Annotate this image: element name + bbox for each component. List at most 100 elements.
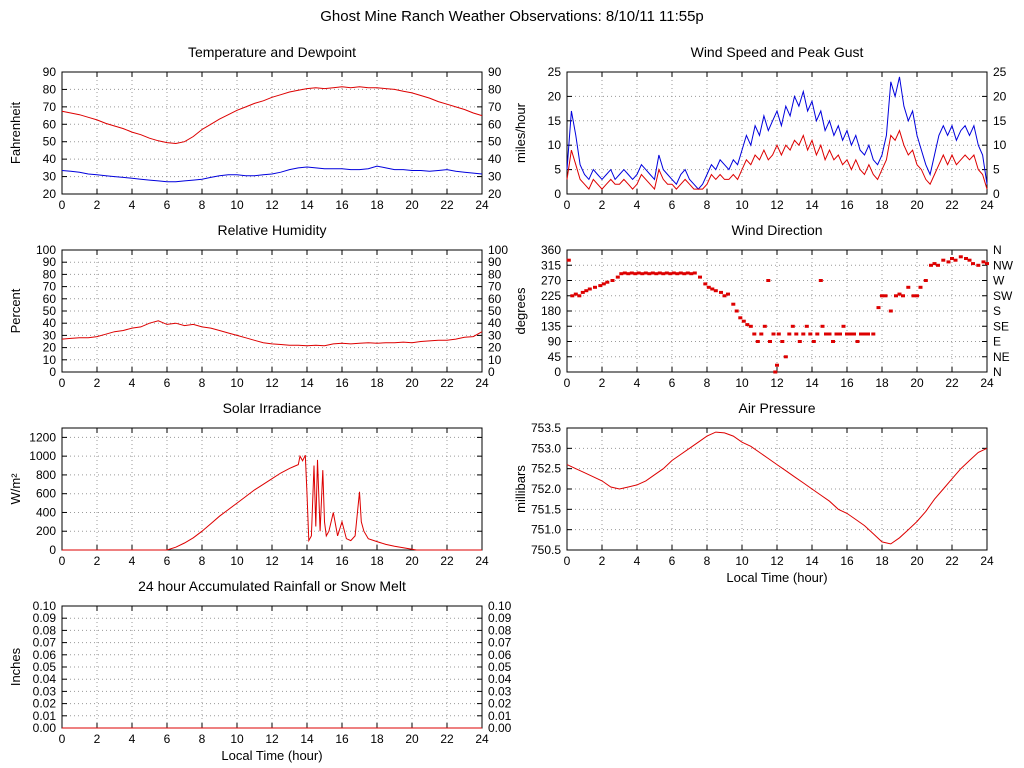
y-tick-label: 800 (36, 468, 56, 482)
x-tick-label: 18 (370, 198, 384, 212)
x-tick-label: 4 (634, 554, 641, 568)
x-tick-label: 0 (564, 376, 571, 390)
y2-tick-label: 90 (488, 65, 502, 79)
x-tick-label: 14 (805, 554, 819, 568)
y-tick-label: 0.04 (33, 672, 57, 686)
y-tick-label: 20 (548, 89, 562, 103)
y2-tick-label: 15 (993, 114, 1007, 128)
y2-tick-label: SW (993, 289, 1013, 303)
y-tick-label: 70 (43, 280, 57, 294)
x-tick-label: 14 (300, 554, 314, 568)
x-tick-label: 8 (199, 376, 206, 390)
chart-title: Relative Humidity (218, 222, 327, 238)
y-tick-label: 40 (43, 152, 57, 166)
x-tick-label: 10 (735, 376, 749, 390)
y2-tick-label: S (993, 304, 1001, 318)
y2-tick-label: 80 (488, 267, 502, 281)
y-tick-label: 0.08 (33, 623, 57, 637)
y-tick-label: 135 (541, 319, 561, 333)
x-tick-label: 8 (704, 376, 711, 390)
x-tick-label: 20 (405, 554, 419, 568)
y2-tick-label: 5 (993, 163, 1000, 177)
y-tick-label: 0 (49, 365, 56, 379)
x-tick-label: 10 (735, 198, 749, 212)
x-tick-label: 24 (980, 198, 994, 212)
x-tick-label: 22 (440, 554, 454, 568)
x-tick-label: 2 (94, 554, 101, 568)
x-tick-label: 12 (265, 732, 279, 746)
y2-tick-label: 0.02 (488, 697, 512, 711)
y-tick-label: 0.06 (33, 648, 57, 662)
y2-tick-label: 0.10 (488, 599, 512, 613)
y-axis-label: millibars (513, 465, 528, 513)
x-tick-label: 4 (129, 198, 136, 212)
x-tick-label: 0 (59, 376, 66, 390)
y2-tick-label: 0.03 (488, 684, 512, 698)
page-title: Ghost Mine Ranch Weather Observations: 8… (320, 8, 704, 25)
x-tick-label: 2 (599, 376, 606, 390)
y2-tick-label: 50 (488, 135, 502, 149)
y-tick-label: 752.0 (531, 482, 561, 496)
y2-tick-label: 20 (993, 89, 1007, 103)
x-tick-label: 24 (475, 376, 489, 390)
y-tick-label: 10 (548, 138, 562, 152)
series-relative-humidity (61, 320, 483, 347)
y-tick-label: 751.5 (531, 502, 561, 516)
chart-title: Wind Speed and Peak Gust (691, 44, 864, 60)
y-tick-label: 1200 (29, 430, 56, 444)
y-tick-label: 80 (43, 267, 57, 281)
y-tick-label: 200 (36, 524, 56, 538)
y2-tick-label: 0.07 (488, 636, 512, 650)
y2-tick-label: 0.04 (488, 672, 512, 686)
y2-tick-label: 60 (488, 292, 502, 306)
y2-tick-label: NW (993, 258, 1014, 272)
y-tick-label: 0 (554, 365, 561, 379)
y2-tick-label: 40 (488, 316, 502, 330)
y2-tick-label: 30 (488, 170, 502, 184)
x-tick-label: 12 (265, 198, 279, 212)
x-tick-label: 10 (230, 554, 244, 568)
x-tick-label: 20 (405, 376, 419, 390)
y2-tick-label: 0.06 (488, 648, 512, 662)
x-axis-label: Local Time (hour) (221, 748, 322, 763)
x-tick-label: 8 (704, 198, 711, 212)
y-tick-label: 10 (43, 353, 57, 367)
x-tick-label: 12 (265, 554, 279, 568)
x-tick-label: 16 (335, 376, 349, 390)
x-tick-label: 6 (669, 198, 676, 212)
y2-tick-label: W (993, 274, 1005, 288)
y2-tick-label: 50 (488, 304, 502, 318)
y-tick-label: 360 (541, 243, 561, 257)
y2-tick-label: 0 (993, 187, 1000, 201)
y-tick-label: 40 (43, 316, 57, 330)
x-tick-label: 4 (129, 376, 136, 390)
x-tick-label: 8 (704, 554, 711, 568)
x-tick-label: 16 (335, 198, 349, 212)
chart-title: Solar Irradiance (223, 400, 322, 416)
series-peak-gust (566, 76, 988, 190)
y2-tick-label: 0.08 (488, 623, 512, 637)
x-tick-label: 14 (300, 198, 314, 212)
y-tick-label: 60 (43, 292, 57, 306)
y-tick-label: 5 (554, 163, 561, 177)
y2-tick-label: 0.01 (488, 709, 512, 723)
x-tick-label: 8 (199, 554, 206, 568)
y-tick-label: 0.00 (33, 721, 57, 735)
x-tick-label: 6 (164, 554, 171, 568)
chart-rainfall-snow-melt: 24 hour Accumulated Rainfall or Snow Mel… (8, 578, 512, 763)
y-tick-label: 20 (43, 187, 57, 201)
x-tick-label: 18 (370, 376, 384, 390)
x-tick-label: 10 (230, 198, 244, 212)
series-solar-irradiance (62, 454, 482, 551)
x-tick-label: 22 (440, 376, 454, 390)
chart-title: 24 hour Accumulated Rainfall or Snow Mel… (138, 578, 406, 594)
y2-tick-label: 0.00 (488, 721, 512, 735)
series-air-pressure (566, 431, 988, 545)
x-tick-label: 0 (564, 198, 571, 212)
x-tick-label: 8 (199, 732, 206, 746)
